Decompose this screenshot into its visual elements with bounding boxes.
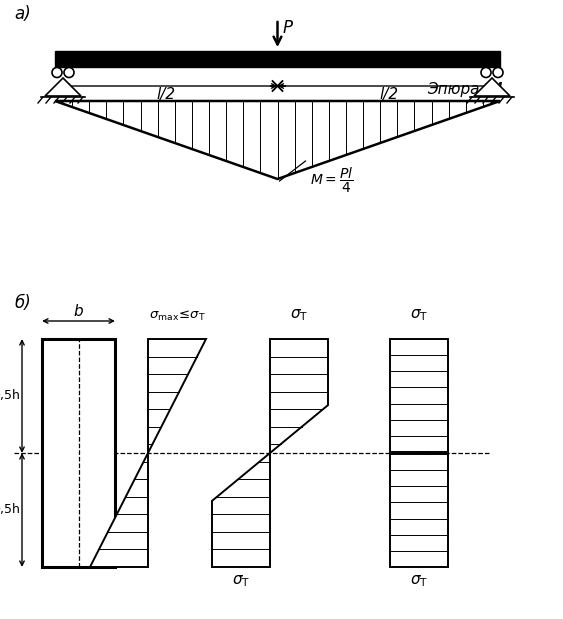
Circle shape: [64, 67, 74, 77]
Text: 0,5h: 0,5h: [0, 389, 20, 402]
Polygon shape: [42, 339, 115, 567]
Text: $\sigma_{\rm T}$: $\sigma_{\rm T}$: [410, 573, 428, 589]
Circle shape: [52, 67, 62, 77]
Text: а): а): [14, 5, 31, 23]
Polygon shape: [390, 454, 448, 567]
Polygon shape: [474, 78, 510, 96]
Polygon shape: [90, 339, 206, 567]
Text: P: P: [283, 19, 293, 37]
Polygon shape: [212, 339, 328, 567]
Polygon shape: [45, 78, 81, 96]
Text: б): б): [14, 294, 31, 312]
Circle shape: [493, 67, 503, 77]
Text: $\sigma_{\max}\!\leq\!\sigma_{\rm T}$: $\sigma_{\max}\!\leq\!\sigma_{\rm T}$: [149, 309, 205, 323]
Text: $\sigma_{\rm T}$: $\sigma_{\rm T}$: [410, 307, 428, 323]
Text: $M{=}\dfrac{Pl}{4}$: $M{=}\dfrac{Pl}{4}$: [310, 166, 353, 196]
Text: $\sigma_{\rm T}$: $\sigma_{\rm T}$: [232, 573, 250, 589]
Text: l/2: l/2: [157, 87, 176, 102]
Text: b: b: [74, 304, 83, 319]
Circle shape: [481, 67, 491, 77]
Text: $\sigma_{\rm T}$: $\sigma_{\rm T}$: [290, 307, 308, 323]
Text: Эпюра  M: Эпюра M: [427, 82, 502, 97]
Text: 0,5h: 0,5h: [0, 503, 20, 516]
Polygon shape: [55, 101, 500, 179]
Polygon shape: [390, 339, 448, 452]
Text: l/2: l/2: [379, 87, 398, 102]
Polygon shape: [55, 51, 500, 67]
